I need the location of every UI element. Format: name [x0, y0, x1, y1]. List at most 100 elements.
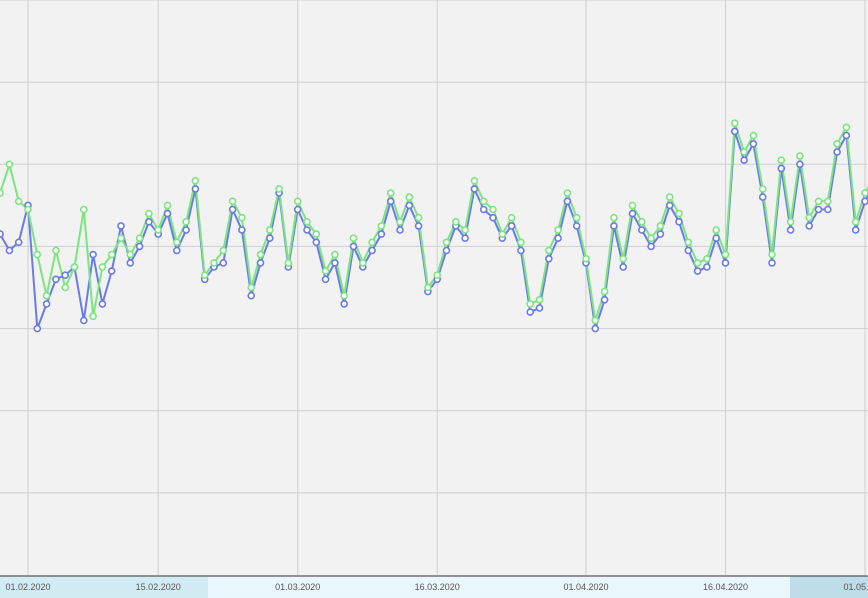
data-point-series-1[interactable]	[851, 226, 860, 234]
data-point-series-2[interactable]	[70, 263, 79, 271]
data-point-series-1[interactable]	[321, 275, 330, 284]
data-point-series-2[interactable]	[284, 259, 293, 267]
data-point-series-2[interactable]	[182, 218, 190, 226]
data-point-series-1[interactable]	[0, 230, 4, 238]
data-point-series-1[interactable]	[749, 140, 758, 148]
data-point-series-2[interactable]	[572, 213, 581, 222]
data-point-series-2[interactable]	[842, 123, 851, 132]
data-point-series-1[interactable]	[684, 246, 693, 255]
data-point-series-1[interactable]	[610, 222, 618, 230]
data-point-series-2[interactable]	[693, 259, 702, 267]
data-point-series-1[interactable]	[238, 226, 246, 234]
data-point-series-1[interactable]	[461, 234, 469, 242]
data-point-series-2[interactable]	[238, 213, 246, 222]
data-point-series-2[interactable]	[312, 230, 321, 238]
data-point-series-1[interactable]	[265, 234, 274, 242]
data-point-series-2[interactable]	[386, 189, 395, 197]
data-point-series-2[interactable]	[321, 267, 330, 275]
data-point-series-2[interactable]	[786, 218, 795, 226]
data-point-series-1[interactable]	[796, 160, 804, 169]
data-point-series-1[interactable]	[712, 234, 721, 242]
data-point-series-2[interactable]	[0, 189, 4, 197]
data-point-series-1[interactable]	[349, 242, 358, 251]
data-point-series-2[interactable]	[24, 205, 32, 214]
data-point-series-2[interactable]	[210, 259, 218, 267]
data-point-series-1[interactable]	[535, 304, 544, 312]
data-point-series-1[interactable]	[647, 242, 655, 251]
data-point-series-2[interactable]	[163, 201, 172, 210]
data-point-series-2[interactable]	[219, 246, 228, 255]
data-point-series-1[interactable]	[14, 238, 23, 247]
data-point-series-1[interactable]	[80, 316, 88, 325]
data-point-series-1[interactable]	[526, 308, 535, 316]
data-point-series-1[interactable]	[600, 295, 609, 304]
data-point-series-2[interactable]	[433, 271, 442, 280]
data-point-series-2[interactable]	[442, 238, 451, 247]
data-point-series-2[interactable]	[814, 197, 823, 206]
data-point-series-2[interactable]	[675, 209, 683, 218]
data-point-series-2[interactable]	[730, 119, 739, 127]
data-point-series-2[interactable]	[861, 189, 868, 197]
data-point-series-1[interactable]	[145, 218, 153, 226]
data-point-series-1[interactable]	[544, 254, 553, 263]
data-point-series-1[interactable]	[693, 267, 702, 275]
data-point-series-2[interactable]	[414, 213, 423, 222]
data-point-series-2[interactable]	[507, 213, 516, 222]
data-point-series-2[interactable]	[535, 295, 544, 304]
data-point-series-1[interactable]	[107, 267, 116, 275]
data-point-series-1[interactable]	[507, 222, 516, 230]
data-point-series-2[interactable]	[712, 226, 721, 234]
data-point-series-2[interactable]	[600, 287, 609, 296]
data-point-series-2[interactable]	[173, 238, 181, 247]
data-point-series-1[interactable]	[117, 222, 125, 230]
data-point-series-2[interactable]	[135, 234, 144, 242]
data-point-series-1[interactable]	[470, 185, 479, 193]
data-point-series-2[interactable]	[126, 250, 135, 259]
data-point-series-2[interactable]	[405, 193, 414, 201]
data-point-series-1[interactable]	[89, 250, 97, 259]
data-point-series-1[interactable]	[786, 226, 795, 234]
data-point-series-1[interactable]	[98, 300, 107, 308]
data-point-series-2[interactable]	[619, 254, 628, 263]
data-point-series-1[interactable]	[331, 259, 339, 267]
data-point-series-1[interactable]	[823, 205, 832, 214]
data-point-series-2[interactable]	[200, 271, 209, 280]
data-point-series-1[interactable]	[173, 246, 181, 255]
data-point-series-1[interactable]	[377, 230, 386, 238]
data-point-series-1[interactable]	[182, 226, 190, 234]
data-point-series-2[interactable]	[498, 230, 507, 238]
data-point-series-2[interactable]	[117, 234, 125, 242]
data-point-series-1[interactable]	[61, 271, 69, 280]
data-point-series-2[interactable]	[89, 312, 97, 321]
data-point-series-2[interactable]	[489, 205, 497, 214]
data-point-series-1[interactable]	[730, 127, 739, 136]
data-point-series-1[interactable]	[5, 246, 14, 255]
data-point-series-2[interactable]	[749, 131, 758, 140]
data-point-series-2[interactable]	[331, 250, 339, 259]
data-point-series-1[interactable]	[768, 259, 776, 267]
data-point-series-1[interactable]	[368, 246, 376, 255]
data-point-series-1[interactable]	[833, 148, 841, 156]
data-point-series-2[interactable]	[721, 250, 730, 259]
data-point-series-2[interactable]	[107, 250, 116, 259]
data-point-series-2[interactable]	[628, 201, 637, 210]
data-point-series-2[interactable]	[349, 234, 358, 242]
data-point-series-2[interactable]	[517, 238, 525, 247]
data-point-series-1[interactable]	[293, 205, 302, 214]
data-point-series-2[interactable]	[637, 218, 646, 226]
data-point-series-2[interactable]	[768, 250, 776, 259]
data-point-series-1[interactable]	[256, 259, 265, 267]
data-point-series-1[interactable]	[777, 164, 786, 173]
data-point-series-2[interactable]	[554, 226, 562, 234]
data-point-series-1[interactable]	[572, 222, 581, 230]
data-point-series-1[interactable]	[489, 213, 497, 222]
data-point-series-1[interactable]	[247, 291, 255, 300]
data-point-series-2[interactable]	[98, 263, 107, 271]
data-point-series-2[interactable]	[52, 246, 60, 255]
data-point-series-1[interactable]	[740, 156, 748, 164]
data-point-series-1[interactable]	[135, 242, 144, 251]
data-point-series-2[interactable]	[823, 197, 832, 206]
data-point-series-2[interactable]	[424, 283, 432, 292]
data-point-series-2[interactable]	[358, 259, 367, 267]
data-point-series-2[interactable]	[275, 185, 283, 193]
